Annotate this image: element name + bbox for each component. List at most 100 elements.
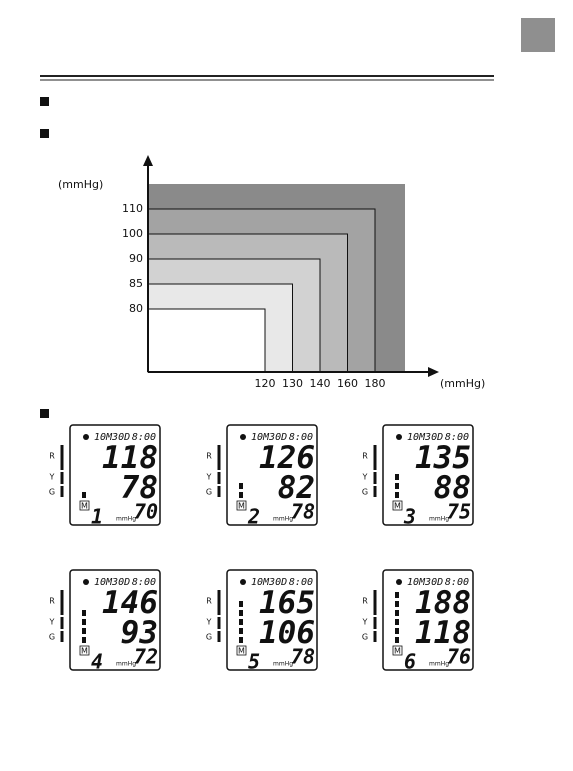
level-label: G: [49, 633, 55, 642]
y-tick-label: 80: [129, 302, 143, 315]
diastolic: 88: [434, 470, 471, 506]
systolic: 165: [259, 585, 315, 621]
level-bar: [82, 628, 86, 634]
pulse: 70: [134, 500, 158, 524]
y-tick-label: 85: [129, 277, 143, 290]
lcd-frame: [226, 424, 318, 526]
clock-icon: [396, 579, 402, 585]
systolic: 146: [102, 585, 158, 621]
level-bar: [82, 610, 86, 616]
diastolic: 106: [259, 615, 315, 651]
level-bar: [82, 619, 86, 625]
x-arrow: [428, 367, 439, 377]
time: 8:00: [132, 577, 156, 588]
level-bar: [395, 610, 399, 616]
level-bar: [395, 619, 399, 625]
x-tick-label: 130: [282, 377, 303, 390]
date: 10M30D: [407, 432, 443, 443]
systolic: 135: [415, 440, 471, 476]
diastolic: 78: [121, 470, 158, 506]
unit: mmHg: [273, 516, 293, 523]
clock-icon: [83, 434, 89, 440]
level-bar: [395, 637, 399, 643]
level-bar: [82, 637, 86, 643]
level-label: R: [362, 597, 368, 606]
unit: mmHg: [273, 661, 293, 668]
level-label: Y: [362, 473, 368, 482]
pulse: 75: [447, 500, 471, 524]
memory-box: [236, 645, 247, 656]
level-label: G: [206, 633, 212, 642]
level-bar: [395, 492, 399, 498]
memory-icon: M: [394, 647, 401, 656]
clock-icon: [240, 579, 246, 585]
time: 8:00: [289, 432, 313, 443]
memory-icon: M: [81, 647, 88, 656]
memory-icon: M: [394, 502, 401, 511]
level-label: G: [362, 633, 368, 642]
memory-number: 4: [91, 650, 103, 674]
time: 8:00: [445, 577, 469, 588]
time: 8:00: [132, 432, 156, 443]
memory-box: [79, 500, 90, 511]
level-bar: [395, 474, 399, 480]
memory-number: 6: [404, 650, 416, 674]
section-tab: [521, 18, 555, 52]
pulse: 78: [291, 500, 315, 524]
x-axis-label: (mmHg): [440, 377, 485, 390]
memory-number: 5: [248, 650, 260, 674]
level-label: G: [206, 488, 212, 497]
time: 8:00: [445, 432, 469, 443]
level-label: R: [49, 452, 55, 461]
date: 10M30D: [407, 577, 443, 588]
level-bar: [395, 628, 399, 634]
y-tick-label: 100: [122, 227, 143, 240]
systolic: 118: [102, 440, 158, 476]
level-label: R: [49, 597, 55, 606]
pulse: 72: [134, 645, 158, 669]
level-label: R: [362, 452, 368, 461]
pulse: 76: [447, 645, 471, 669]
date: 10M30D: [94, 432, 130, 443]
level-bar: [239, 483, 243, 489]
level-bar: [239, 619, 243, 625]
memory-number: 3: [403, 505, 416, 529]
systolic: 188: [415, 585, 471, 621]
y-tick-label: 110: [122, 202, 143, 215]
lcd-frame: [382, 569, 474, 671]
unit: mmHg: [116, 661, 136, 668]
date: 10M30D: [251, 432, 287, 443]
x-tick-label: 160: [337, 377, 358, 390]
date: 10M30D: [251, 577, 287, 588]
memory-icon: M: [238, 502, 245, 511]
unit: mmHg: [429, 661, 449, 668]
memory-number: 2: [247, 505, 260, 529]
pulse: 78: [291, 645, 315, 669]
y-arrow: [143, 155, 153, 166]
lcd-frame: [226, 569, 318, 671]
memory-icon: M: [238, 647, 245, 656]
memory-box: [392, 645, 403, 656]
level-bar: [395, 601, 399, 607]
time: 8:00: [289, 577, 313, 588]
level-label: G: [49, 488, 55, 497]
bullet: [40, 409, 49, 418]
y-tick-label: 90: [129, 252, 143, 265]
bullet: [40, 97, 49, 106]
chart: (mmHg) (mmHg) 120 130 140 160 180 80 85 90 100 11…: [58, 155, 485, 390]
lcd-frame: [382, 424, 474, 526]
diastolic: 93: [121, 615, 158, 651]
clock-icon: [396, 434, 402, 440]
level-label: R: [206, 452, 212, 461]
level-label: Y: [49, 473, 55, 482]
memory-box: [79, 645, 90, 656]
level-bar: [395, 483, 399, 489]
zone: [147, 308, 266, 373]
